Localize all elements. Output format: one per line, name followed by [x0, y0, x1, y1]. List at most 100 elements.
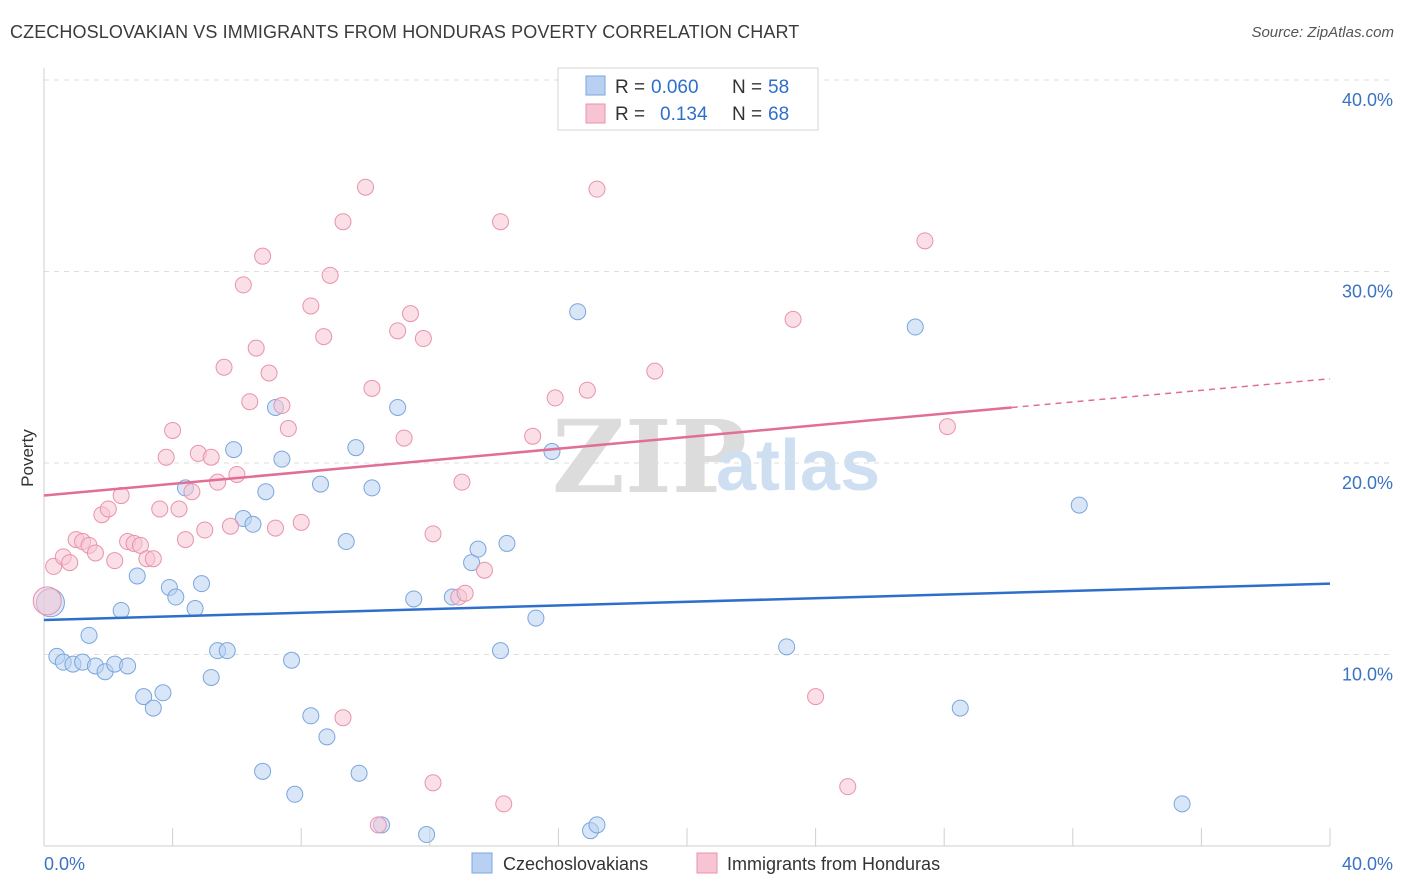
honduras-point-42 [334, 213, 352, 231]
honduras-point-35 [266, 519, 284, 537]
czechoslovakians-point-48 [527, 609, 545, 627]
trend-lines [43, 377, 1331, 622]
y-tick-label-10: 10.0% [1342, 665, 1393, 685]
series-honduras-points [32, 178, 956, 834]
honduras-point-30 [234, 276, 252, 294]
honduras-point-46 [369, 816, 387, 834]
honduras-point-3 [61, 554, 79, 572]
honduras-point-7 [86, 544, 104, 562]
y-axis-tick-labels: 10.0% 20.0% 30.0% 40.0% [1342, 90, 1393, 685]
legend-r-value-2: 0.134 [660, 104, 708, 125]
honduras-point-64 [784, 310, 802, 328]
czechoslovakians-point-12 [135, 688, 153, 706]
trend-line-honduras [43, 406, 1012, 497]
czechoslovakians-point-37 [347, 439, 365, 457]
czechoslovakians-point-9 [112, 601, 130, 619]
legend-n-label-2: N = [732, 104, 762, 125]
honduras-point-26 [209, 473, 227, 491]
honduras-point-36 [273, 397, 291, 415]
watermark-zip: ZIP [552, 398, 747, 516]
honduras-point-52 [424, 774, 442, 792]
czechoslovakians-point-31 [283, 651, 301, 669]
y-tick-label-40: 40.0% [1342, 90, 1393, 110]
honduras-point-45 [363, 379, 381, 397]
honduras-point-33 [254, 247, 272, 265]
legend-n-value-1: 58 [768, 77, 789, 98]
chart-source: Source: ZipAtlas.com [1251, 24, 1394, 41]
honduras-point-67 [916, 232, 934, 250]
honduras-point-39 [302, 297, 320, 315]
honduras-point-24 [196, 521, 214, 539]
honduras-point-34 [260, 364, 278, 382]
honduras-point-10 [106, 552, 124, 570]
czechoslovakians-point-56 [1070, 496, 1088, 514]
czechoslovakians-point-10 [119, 657, 137, 675]
y-axis-label: Poverty [18, 429, 37, 487]
y-tick-label-20: 20.0% [1342, 473, 1393, 493]
honduras-point-55 [456, 584, 474, 602]
honduras-point-68 [938, 418, 956, 436]
honduras-point-65 [807, 688, 825, 706]
honduras-point-16 [144, 550, 162, 568]
czechoslovakians-point-19 [193, 575, 211, 593]
czechoslovakians-point-25 [244, 515, 262, 533]
honduras-point-41 [321, 266, 339, 284]
honduras-point-27 [215, 358, 233, 376]
czechoslovakians-point-22 [218, 642, 236, 660]
honduras-point-38 [292, 513, 310, 531]
x-axis-ticks [172, 828, 1331, 846]
grid [44, 79, 1392, 655]
czechoslovakians-point-55 [951, 699, 969, 717]
correlation-legend: R = 0.060 N = 58 R = 0.134 N = 68 [557, 67, 819, 131]
legend-r-label-1: R = [615, 77, 645, 98]
czechoslovakians-point-42 [418, 826, 436, 844]
czechoslovakians-point-16 [167, 588, 185, 606]
honduras-point-21 [176, 531, 194, 549]
honduras-point-29 [228, 465, 246, 483]
czechoslovakians-point-40 [389, 398, 407, 416]
czechoslovakians-point-20 [202, 668, 220, 686]
legend-swatch-pink [585, 103, 606, 124]
series-legend: Czechoslovakians Immigrants from Hondura… [471, 852, 940, 874]
honduras-point-61 [578, 381, 596, 399]
y-tick-label-30: 30.0% [1342, 282, 1393, 302]
honduras-point-9 [99, 500, 117, 518]
czechoslovakians-point-52 [588, 816, 606, 834]
czechoslovakians-point-54 [906, 318, 924, 336]
watermark: ZIP atlas [552, 398, 880, 516]
czechoslovakians-point-46 [492, 642, 510, 660]
czechoslovakians-point-34 [318, 728, 336, 746]
honduras-point-59 [524, 427, 542, 445]
honduras-point-31 [241, 393, 259, 411]
honduras-point-0 [32, 586, 62, 616]
bottom-legend-label-honduras: Immigrants from Honduras [727, 854, 940, 874]
honduras-point-57 [492, 213, 510, 231]
czechoslovakians-point-26 [254, 762, 272, 780]
series-czechoslovakians-points [35, 303, 1191, 844]
legend-swatch-blue [585, 75, 606, 96]
honduras-point-51 [424, 525, 442, 543]
honduras-point-62 [588, 180, 606, 198]
watermark-atlas: atlas [716, 426, 880, 506]
czechoslovakians-point-33 [311, 475, 329, 493]
honduras-point-66 [839, 778, 857, 796]
honduras-point-44 [357, 178, 374, 196]
honduras-point-58 [495, 795, 513, 813]
honduras-point-18 [157, 448, 175, 466]
czechoslovakians-point-53 [778, 638, 796, 656]
czechoslovakians-point-11 [128, 567, 146, 585]
honduras-point-22 [183, 483, 201, 501]
czechoslovakians-point-49 [543, 443, 561, 461]
x-tick-label-min: 0.0% [44, 854, 85, 874]
honduras-point-17 [151, 500, 169, 518]
honduras-point-56 [475, 561, 493, 579]
legend-n-value-2: 68 [768, 104, 789, 125]
czechoslovakians-point-30 [286, 785, 304, 803]
czechoslovakians-point-36 [350, 764, 368, 782]
legend-n-label-1: N = [732, 77, 762, 98]
bottom-legend-swatch-pink [696, 852, 718, 874]
honduras-point-43 [334, 709, 352, 727]
honduras-point-60 [546, 389, 564, 407]
czechoslovakians-point-13 [144, 699, 162, 717]
